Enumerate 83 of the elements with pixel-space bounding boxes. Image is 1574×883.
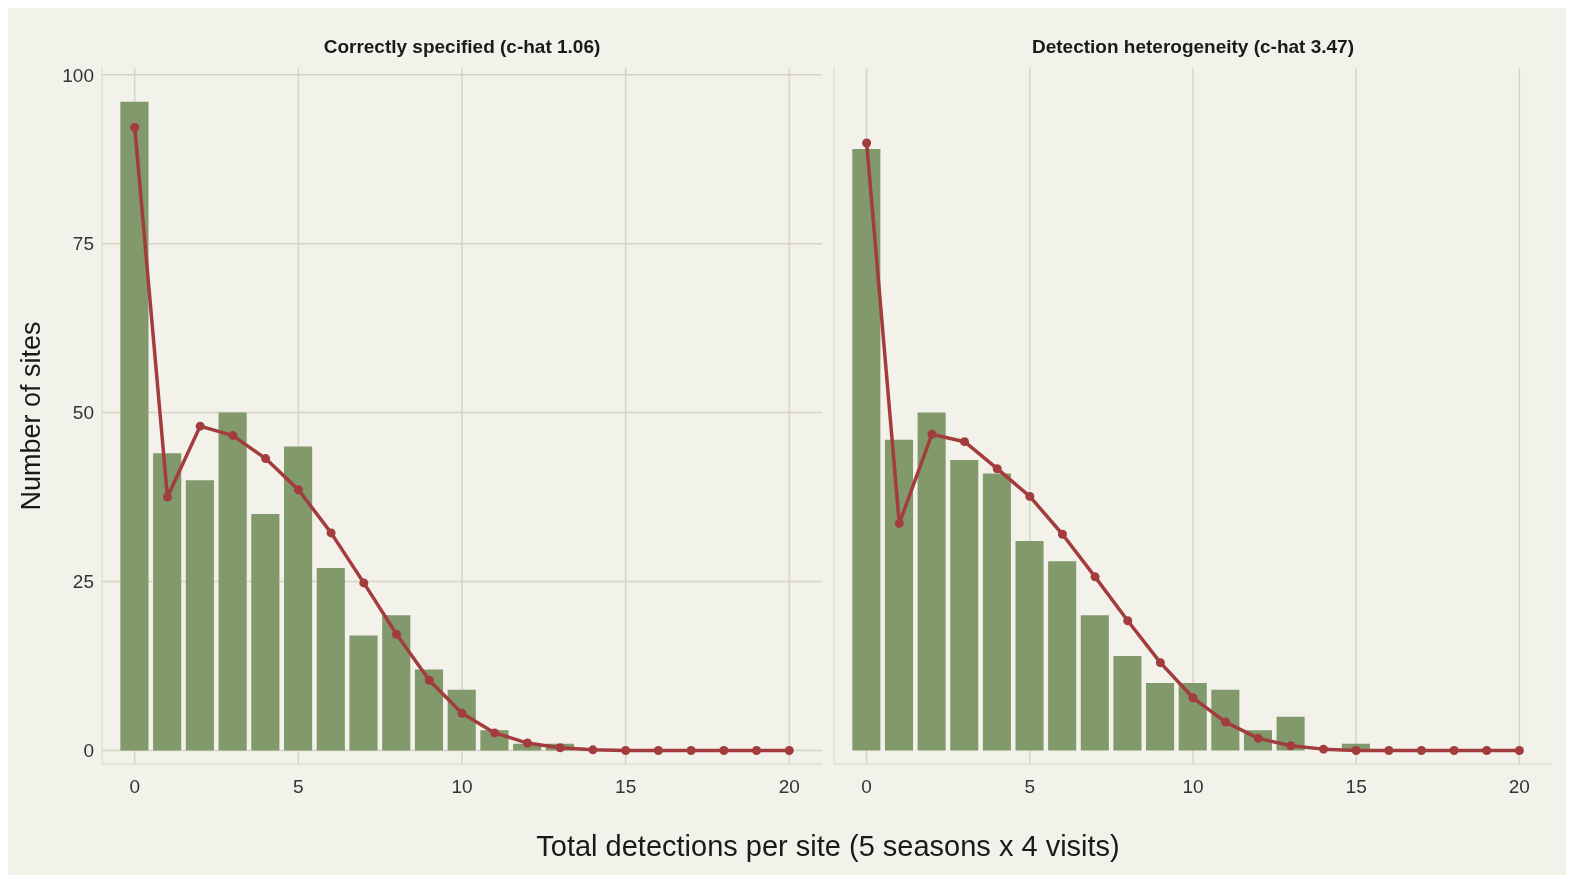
x-tick-label: 20: [1508, 776, 1530, 798]
bar: [284, 446, 313, 751]
y-tick-label: 75: [72, 233, 94, 255]
point: [1384, 745, 1394, 755]
bar: [349, 635, 378, 751]
chart-title: Detection heterogeneity (c-hat 3.47): [1031, 36, 1355, 58]
point: [457, 708, 467, 718]
bar: [1080, 615, 1109, 751]
point: [894, 518, 904, 528]
point: [1155, 658, 1165, 668]
x-tick-label: 15: [615, 776, 637, 798]
point: [862, 138, 872, 148]
y-tick-label: 25: [72, 571, 94, 593]
bar: [316, 568, 345, 751]
x-tick-label: 5: [1024, 776, 1036, 798]
bar: [153, 453, 182, 751]
point: [752, 745, 762, 755]
x-tick-label: 15: [1345, 776, 1367, 798]
point: [1351, 745, 1361, 755]
chart-title: Correctly specified (c-hat 1.06): [322, 36, 602, 58]
point: [293, 485, 303, 495]
point: [621, 745, 631, 755]
bar: [1178, 682, 1207, 751]
point: [960, 437, 970, 447]
point: [1057, 529, 1067, 539]
bar: [1048, 561, 1077, 751]
point: [1286, 741, 1296, 751]
point: [1514, 745, 1524, 755]
bar: [1113, 655, 1142, 751]
bar: [1146, 682, 1175, 751]
point: [1319, 744, 1329, 754]
y-axis-title: Number of sites: [15, 321, 46, 511]
bar: [185, 480, 214, 751]
point: [927, 429, 937, 439]
point: [1090, 572, 1100, 582]
bar: [950, 459, 979, 751]
x-tick-label: 10: [1182, 776, 1204, 798]
y-tick-label: 50: [72, 402, 94, 424]
point: [719, 745, 729, 755]
point: [326, 528, 336, 538]
point: [784, 745, 794, 755]
x-tick-label: 20: [778, 776, 800, 798]
x-tick-label: 0: [129, 776, 141, 798]
x-tick-label: 5: [293, 776, 304, 798]
bar: [382, 615, 411, 751]
bar: [917, 412, 946, 751]
point: [130, 122, 140, 132]
point: [555, 743, 565, 753]
point: [1449, 745, 1459, 755]
point: [686, 745, 696, 755]
point: [261, 454, 271, 464]
x-tick-label: 0: [861, 776, 872, 798]
bar: [852, 149, 881, 751]
bar: [414, 669, 444, 751]
point: [195, 421, 205, 431]
y-tick-label: 0: [83, 740, 94, 762]
x-tick-label: 10: [451, 776, 473, 798]
point: [359, 578, 369, 588]
point: [490, 728, 500, 738]
point: [588, 745, 598, 755]
y-tick-label: 100: [62, 64, 94, 86]
bar: [447, 689, 476, 751]
point: [228, 431, 238, 441]
bar: [1211, 689, 1240, 751]
bar: [120, 101, 149, 751]
point: [1416, 745, 1426, 755]
bar: [884, 439, 914, 751]
x-axis-title: Total detections per site (5 seasons x 4 visits): [535, 830, 1121, 863]
bar: [218, 412, 247, 751]
bar: [251, 513, 280, 751]
point: [1025, 491, 1035, 501]
point: [1482, 745, 1492, 755]
point: [1221, 717, 1231, 727]
bar: [982, 473, 1011, 751]
point: [992, 464, 1002, 474]
point: [522, 738, 532, 748]
point: [424, 675, 434, 685]
point: [162, 492, 172, 502]
point: [1123, 616, 1133, 626]
point: [392, 629, 402, 639]
point: [1188, 693, 1198, 703]
bar: [1015, 541, 1044, 751]
point: [653, 745, 663, 755]
